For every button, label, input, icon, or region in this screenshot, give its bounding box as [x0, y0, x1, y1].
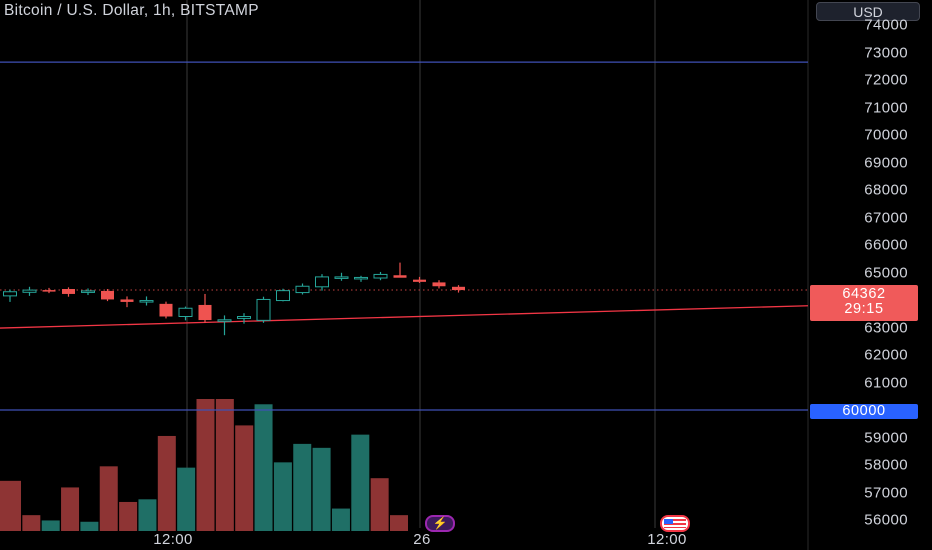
volume-bar: [215, 399, 234, 531]
candle-body: [373, 273, 388, 279]
volume-bar: [235, 425, 254, 531]
candle-body: [256, 298, 271, 321]
candle-body: [120, 299, 134, 302]
price-tick-label: 61000: [864, 374, 908, 391]
candle-body: [452, 286, 465, 291]
volume-bar: [293, 443, 312, 531]
candle-body: [139, 300, 154, 303]
candle-body: [217, 319, 232, 322]
volume-bar: [351, 434, 370, 531]
price-tick-label: 72000: [864, 71, 908, 89]
price-tick-label: 70000: [864, 126, 908, 144]
price-tick-label: 68000: [864, 181, 908, 199]
volume-bar: [196, 399, 215, 531]
candle-body: [62, 289, 75, 294]
currency-button[interactable]: USD: [816, 2, 920, 21]
bar-countdown: 29:15: [844, 301, 884, 317]
price-tick-label: 67000: [864, 209, 908, 226]
candle-body: [178, 307, 193, 317]
volume-bar: [273, 462, 292, 531]
volume-bar: [177, 467, 196, 531]
candle-body: [198, 304, 212, 321]
volume-bar: [390, 515, 408, 531]
candle-body: [315, 276, 329, 288]
volume-bar: [254, 404, 273, 531]
volume-bar: [157, 435, 176, 531]
price-tick-label: 74000: [864, 16, 908, 34]
candle-body: [393, 275, 407, 278]
candle-body: [432, 282, 446, 287]
price-tick-label: 62000: [864, 346, 908, 364]
candle-body: [3, 291, 17, 297]
candle-body: [42, 290, 56, 292]
price-tick-label: 73000: [864, 44, 908, 61]
price-tick-label: 57000: [864, 484, 908, 501]
candle-body: [81, 290, 95, 293]
candle-body: [334, 276, 349, 279]
candle-body: [354, 276, 368, 280]
candle-body: [22, 289, 37, 293]
volume-bar: [312, 447, 331, 531]
time-tick-label: 12:00: [153, 531, 193, 548]
last-price-badge: 64362 29:15: [810, 285, 918, 321]
time-tick-label: 26: [413, 531, 431, 548]
volume-bar: [370, 478, 389, 531]
volume-bar: [119, 501, 138, 531]
volume-bar: [99, 466, 118, 531]
price-tick-label: 69000: [864, 154, 908, 171]
volume-bar: [22, 515, 41, 531]
candle-body: [159, 303, 173, 317]
symbol-title[interactable]: Bitcoin / U.S. Dollar, 1h, BITSTAMP: [4, 2, 259, 19]
time-tick-label: 12:00: [647, 531, 687, 548]
candle-body: [413, 279, 426, 282]
horizontal-level-badge[interactable]: 60000: [810, 404, 918, 419]
volume-bar: [41, 520, 60, 531]
price-tick-label: 71000: [864, 99, 908, 116]
volume-bar: [80, 521, 99, 531]
price-tick-label: 65000: [864, 264, 908, 281]
candle-body: [295, 285, 310, 294]
price-tick-label: 56000: [864, 511, 908, 529]
price-tick-label: 66000: [864, 236, 908, 254]
price-tick-label: 59000: [864, 429, 908, 446]
volume-bar: [0, 480, 21, 531]
volume-bar: [61, 487, 80, 531]
trend-line: [0, 305, 809, 329]
candle-body: [276, 290, 290, 302]
last-price-value: 64362: [842, 286, 886, 302]
candle-body: [237, 316, 251, 319]
candle-body: [101, 290, 114, 300]
volume-bar: [331, 508, 350, 531]
volume-bar: [138, 499, 157, 531]
price-tick-label: 63000: [864, 319, 908, 336]
lightning-icon[interactable]: ⚡: [425, 515, 455, 532]
price-tick-label: 58000: [864, 456, 908, 474]
us-flag-icon[interactable]: [660, 515, 690, 532]
